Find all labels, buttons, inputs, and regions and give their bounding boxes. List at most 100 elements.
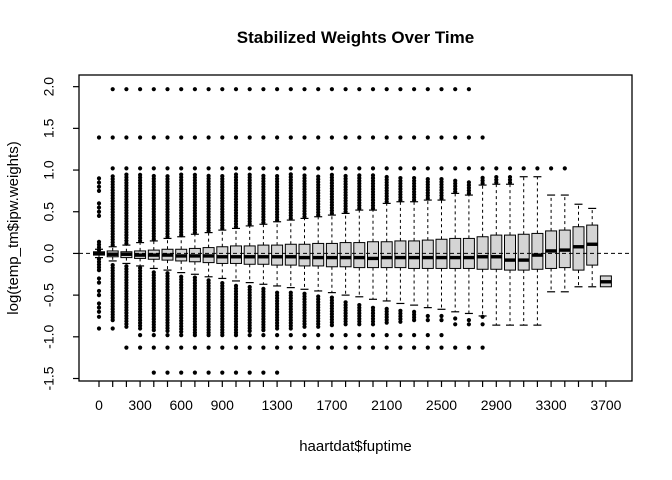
outlier-point [233,370,239,375]
outlier-point [535,166,540,171]
outlier-point [261,135,266,140]
outlier-point [288,166,293,171]
outlier-point [329,333,334,338]
outlier-point [370,333,376,338]
outlier-point [439,345,444,350]
outlier-point [425,166,430,171]
box [504,234,516,271]
y-tick-label: -1.5 [41,366,57,390]
outlier-point [412,135,417,140]
outlier-point [165,370,170,375]
outliers-layer [96,87,567,375]
outlier-point [302,291,307,296]
outlier-point [316,345,321,350]
outlier-point [412,166,417,171]
outlier-point [96,188,102,193]
y-tick-label: 1.5 [41,118,57,138]
outlier-point [138,265,143,271]
outlier-point [192,333,197,338]
outlier-point [110,166,115,171]
outlier-point [370,87,376,92]
outlier-point [288,333,293,338]
outlier-point [165,87,170,92]
outlier-point [247,345,252,350]
outlier-point [220,370,225,375]
outlier-point [275,173,280,179]
outlier-point [384,306,389,311]
box [353,242,366,269]
outlier-point [261,87,266,92]
x-tick-label: 0 [95,397,103,413]
outlier-point [480,166,485,171]
outlier-point [398,345,403,350]
outlier-point [480,345,485,350]
outlier-point [343,135,348,140]
outlier-point [138,87,143,92]
outlier-point [316,333,321,338]
outlier-point [466,135,471,140]
y-tick-label: 2.0 [41,77,57,97]
outlier-point [179,87,184,92]
y-tick-label: -1.0 [41,325,57,349]
outlier-point [412,309,417,314]
outlier-point [138,135,143,140]
outlier-point [288,290,293,295]
outlier-point [439,177,444,182]
outlier-point [494,174,499,180]
y-tick-label: -0.5 [41,283,57,307]
outlier-point [192,275,197,280]
x-tick-label: 900 [211,397,235,413]
outlier-point [96,209,102,214]
outlier-point [220,87,225,92]
outlier-point [439,333,444,338]
outlier-point [179,135,184,140]
outlier-point [343,173,348,179]
outlier-point [179,274,184,279]
outlier-point [261,173,266,178]
outlier-point [343,166,348,171]
outlier-point [206,173,211,178]
outlier-point [151,345,156,350]
box [257,244,270,265]
outlier-point [288,87,293,92]
outlier-point [220,281,225,286]
outlier-point [179,172,184,177]
outlier-point [316,166,321,171]
outlier-point [425,135,430,140]
outlier-point [165,345,170,350]
outlier-point [370,135,376,140]
box [394,240,407,269]
outlier-point [412,175,417,181]
outlier-point [357,166,362,171]
outlier-point [439,135,444,140]
outlier-point [151,173,156,179]
x-tick-label: 300 [128,397,152,413]
outlier-point [439,313,444,319]
outlier-point [370,173,376,178]
outlier-point [316,174,321,179]
outlier-point [398,166,403,171]
outlier-point [357,173,362,178]
outlier-point [357,333,362,338]
outlier-point [96,239,102,244]
outlier-point [165,333,170,338]
medians-layer [93,242,612,284]
outlier-point [453,87,458,92]
outlier-point [549,166,554,171]
outlier-point [480,322,485,327]
outlier-point [329,166,334,171]
outlier-point [398,175,403,181]
outlier-point [110,135,115,140]
outlier-point [110,174,115,179]
outlier-point [96,201,102,206]
outlier-point [247,370,252,375]
outlier-point [507,166,513,171]
outlier-point [96,135,102,140]
box [408,240,421,269]
outlier-point [96,184,102,189]
outlier-point [562,166,567,171]
outlier-point [425,333,430,338]
outlier-point [275,370,280,375]
